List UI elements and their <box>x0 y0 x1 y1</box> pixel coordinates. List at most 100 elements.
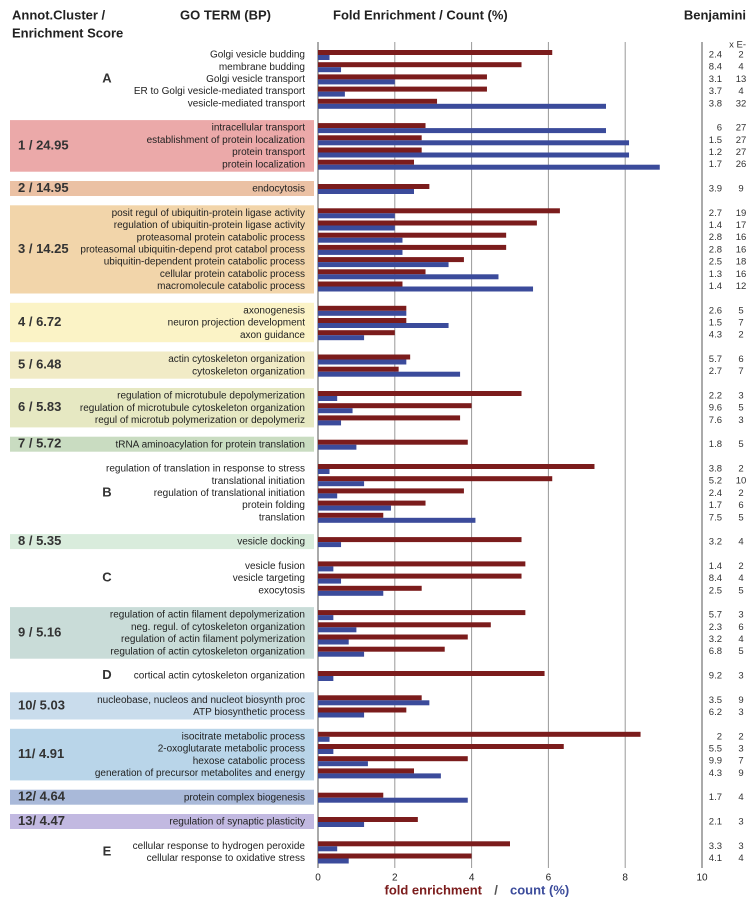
benjamini-exponent: 27 <box>736 123 747 134</box>
term-label: regulation of synaptic plasticity <box>169 817 305 828</box>
bar <box>318 610 526 616</box>
bar <box>318 712 365 718</box>
term-label: Golgi vesicle budding <box>210 50 305 61</box>
bar <box>318 359 407 365</box>
term-label: intracellular transport <box>212 123 306 134</box>
benjamini-exponent: 16 <box>736 269 747 280</box>
cluster-box <box>10 351 314 379</box>
benjamini-mantissa: 8.4 <box>709 62 722 73</box>
bar <box>318 232 507 238</box>
header-cluster: Annot.Cluster / <box>12 7 106 22</box>
term-label: ER to Golgi vesicle-mediated transport <box>134 86 305 97</box>
benjamini-exponent: 7 <box>738 318 743 329</box>
benjamini-mantissa: 1.7 <box>709 500 722 511</box>
term-label: ATP biosynthetic process <box>193 707 305 718</box>
benjamini-mantissa: 6 <box>717 123 722 134</box>
term-label: endocytosis <box>252 184 305 195</box>
bar <box>318 189 414 194</box>
term-label: protein complex biogenesis <box>184 792 305 803</box>
bar <box>318 792 384 798</box>
bar <box>318 257 464 263</box>
benjamini-mantissa: 3.5 <box>709 695 722 706</box>
bar <box>318 335 365 341</box>
term-label: regulation of actin filament depolymeriz… <box>110 610 305 621</box>
benjamini-exponent: 6 <box>738 500 743 511</box>
benjamini-mantissa: 2.4 <box>709 50 722 61</box>
bar <box>318 476 553 482</box>
term-label: cellular response to oxidative stress <box>147 853 305 864</box>
term-label: regulation of translational initiation <box>154 488 305 499</box>
bar <box>318 627 357 633</box>
bar <box>318 676 334 681</box>
cluster-box <box>10 120 314 172</box>
benjamini-exponent: 5 <box>738 403 743 414</box>
bar <box>318 639 349 645</box>
cluster-label: 12/ 4.64 <box>18 789 66 804</box>
benjamini-exponent: 10 <box>736 476 747 487</box>
benjamini-exponent: 12 <box>736 281 747 292</box>
term-label: ubiquitin-dependent protein catabolic pr… <box>104 257 305 268</box>
term-label: posit regul of ubiquitin-protein ligase … <box>112 208 305 219</box>
bar <box>318 67 342 73</box>
benjamini-mantissa: 2.8 <box>709 244 722 255</box>
cluster-label: A <box>102 70 112 85</box>
bar <box>318 469 330 474</box>
bar <box>318 622 491 628</box>
bar <box>318 55 330 60</box>
term-label: vesicle fusion <box>245 561 305 572</box>
bar <box>318 140 630 146</box>
bar <box>318 91 345 97</box>
bar <box>318 500 426 506</box>
benjamini-exponent: 19 <box>736 208 747 219</box>
term-label: Golgi vesicle transport <box>206 74 305 85</box>
term-label: vesicle docking <box>237 537 305 548</box>
bar <box>318 841 510 847</box>
term-label: tRNA aminoacylation for protein translat… <box>115 439 305 450</box>
benjamini-mantissa: 2.7 <box>709 366 722 377</box>
grid <box>317 42 703 868</box>
cluster-box <box>10 181 314 196</box>
term-label: establishment of protein localization <box>147 135 305 146</box>
bar <box>318 493 338 499</box>
term-label: protein localization <box>222 159 305 170</box>
term-label: regulation of ubiquitin-protein ligase a… <box>114 220 305 231</box>
term-label: generation of precursor metabolites and … <box>95 768 305 779</box>
benjamini-exponent: 4 <box>738 537 743 548</box>
header-benjamini: Benjamini <box>684 7 746 22</box>
bar <box>318 86 487 92</box>
bar <box>318 220 537 226</box>
cluster-box <box>10 302 314 343</box>
cluster-label: 11/ 4.91 <box>18 746 64 761</box>
benjamini-exponent: 7 <box>738 366 743 377</box>
bar <box>318 566 334 572</box>
term-label: vesicle targeting <box>233 573 305 584</box>
benjamini-exponent: 2 <box>738 561 743 572</box>
benjamini-exponent: 2 <box>738 464 743 475</box>
benjamini-mantissa: 9.2 <box>709 671 722 682</box>
bar <box>318 615 334 621</box>
cluster-box <box>10 388 314 428</box>
benjamini-exponent: 5 <box>738 646 743 657</box>
cluster-label: 1 / 24.95 <box>18 137 69 152</box>
term-label: regulation of microtubule cytoskeleton o… <box>80 403 305 414</box>
bar <box>318 749 334 754</box>
bar <box>318 79 395 85</box>
benjamini-exponent: 3 <box>738 415 743 426</box>
benjamini-exponent: 4 <box>738 634 743 645</box>
term-label: axon guidance <box>240 330 305 341</box>
bar <box>318 420 342 426</box>
bar <box>318 797 468 803</box>
benjamini-exponent: 4 <box>738 62 743 73</box>
cluster-box <box>10 814 314 829</box>
cluster-label: 3 / 14.25 <box>18 241 69 256</box>
benjamini-exponent: 4 <box>738 86 743 97</box>
bar <box>318 707 407 713</box>
bar <box>318 123 426 129</box>
bar <box>318 62 522 68</box>
bar <box>318 371 461 377</box>
bar <box>318 391 522 396</box>
term-label: macromolecule catabolic process <box>157 281 305 292</box>
benjamini-exponent: 3 <box>738 707 743 718</box>
term-label: actin cytoskeleton organization <box>168 354 305 365</box>
term-label: membrane budding <box>219 62 305 73</box>
